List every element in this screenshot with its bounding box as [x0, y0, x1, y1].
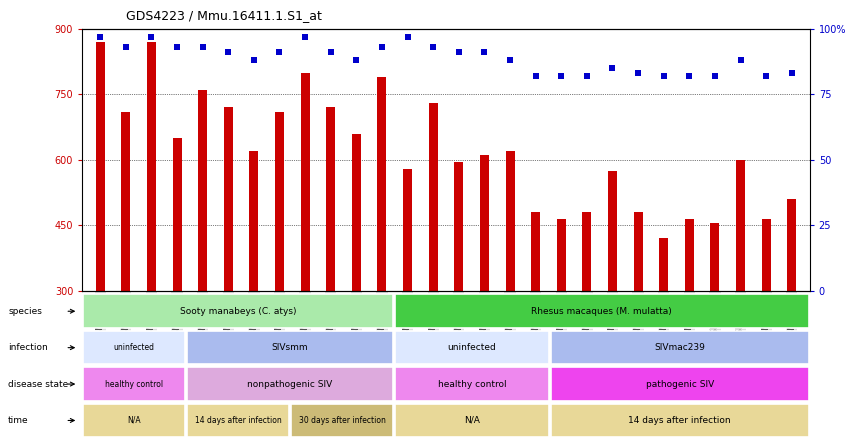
- Point: [554, 72, 568, 79]
- Bar: [787, 199, 796, 422]
- Text: pathogenic SIV: pathogenic SIV: [646, 380, 714, 388]
- Text: SIVsmm: SIVsmm: [272, 343, 308, 352]
- Point: [401, 33, 415, 40]
- Bar: [352, 134, 361, 422]
- Bar: [531, 212, 540, 422]
- Text: 30 days after infection: 30 days after infection: [299, 416, 385, 425]
- Bar: [659, 238, 669, 422]
- Bar: [403, 169, 412, 422]
- Point: [734, 57, 747, 64]
- Bar: [395, 367, 549, 401]
- Bar: [83, 331, 185, 365]
- Bar: [326, 107, 335, 422]
- Text: uninfected: uninfected: [448, 343, 496, 352]
- Bar: [187, 331, 393, 365]
- Bar: [395, 294, 809, 328]
- Bar: [249, 151, 258, 422]
- Text: infection: infection: [8, 343, 48, 352]
- Point: [426, 44, 440, 51]
- Bar: [223, 107, 233, 422]
- Point: [477, 49, 491, 56]
- Bar: [395, 331, 549, 365]
- Bar: [96, 42, 105, 422]
- Bar: [582, 212, 591, 422]
- Point: [349, 57, 363, 64]
- Point: [785, 70, 798, 77]
- Text: SIVmac239: SIVmac239: [655, 343, 705, 352]
- Text: species: species: [8, 307, 42, 316]
- Text: N/A: N/A: [127, 416, 141, 425]
- Text: disease state: disease state: [8, 380, 68, 388]
- Bar: [275, 112, 284, 422]
- Point: [324, 49, 338, 56]
- Bar: [378, 77, 386, 422]
- Point: [145, 33, 158, 40]
- Point: [247, 57, 261, 64]
- Point: [196, 44, 210, 51]
- Text: time: time: [8, 416, 29, 425]
- Bar: [83, 294, 393, 328]
- Text: Rhesus macaques (M. mulatta): Rhesus macaques (M. mulatta): [532, 307, 672, 316]
- Text: 14 days after infection: 14 days after infection: [629, 416, 731, 425]
- Bar: [551, 404, 809, 437]
- Bar: [301, 72, 310, 422]
- Point: [656, 72, 670, 79]
- Bar: [762, 219, 771, 422]
- Text: healthy control: healthy control: [437, 380, 507, 388]
- Text: N/A: N/A: [464, 416, 480, 425]
- Bar: [187, 404, 289, 437]
- Point: [273, 49, 287, 56]
- Point: [631, 70, 645, 77]
- Point: [529, 72, 543, 79]
- Bar: [551, 331, 809, 365]
- Bar: [710, 223, 720, 422]
- Point: [375, 44, 389, 51]
- Point: [682, 72, 696, 79]
- Bar: [83, 404, 185, 437]
- Text: GDS4223 / Mmu.16411.1.S1_at: GDS4223 / Mmu.16411.1.S1_at: [126, 9, 321, 22]
- Point: [170, 44, 184, 51]
- Point: [580, 72, 594, 79]
- Bar: [506, 151, 514, 422]
- Text: nonpathogenic SIV: nonpathogenic SIV: [248, 380, 333, 388]
- Text: uninfected: uninfected: [113, 343, 155, 352]
- Point: [94, 33, 107, 40]
- Point: [298, 33, 312, 40]
- Text: 14 days after infection: 14 days after infection: [195, 416, 281, 425]
- Bar: [187, 367, 393, 401]
- Bar: [121, 112, 130, 422]
- Bar: [147, 42, 156, 422]
- Bar: [736, 160, 745, 422]
- Text: healthy control: healthy control: [105, 380, 164, 388]
- Point: [503, 57, 517, 64]
- Bar: [395, 404, 549, 437]
- Bar: [685, 219, 694, 422]
- Point: [759, 72, 773, 79]
- Bar: [429, 103, 437, 422]
- Point: [119, 44, 132, 51]
- Bar: [291, 404, 393, 437]
- Point: [222, 49, 236, 56]
- Text: Sooty manabeys (C. atys): Sooty manabeys (C. atys): [180, 307, 296, 316]
- Point: [708, 72, 722, 79]
- Bar: [198, 90, 207, 422]
- Bar: [557, 219, 565, 422]
- Bar: [480, 155, 489, 422]
- Point: [452, 49, 466, 56]
- Point: [605, 64, 619, 71]
- Bar: [634, 212, 643, 422]
- Bar: [455, 162, 463, 422]
- Bar: [83, 367, 185, 401]
- Bar: [551, 367, 809, 401]
- Bar: [608, 171, 617, 422]
- Bar: [172, 138, 182, 422]
